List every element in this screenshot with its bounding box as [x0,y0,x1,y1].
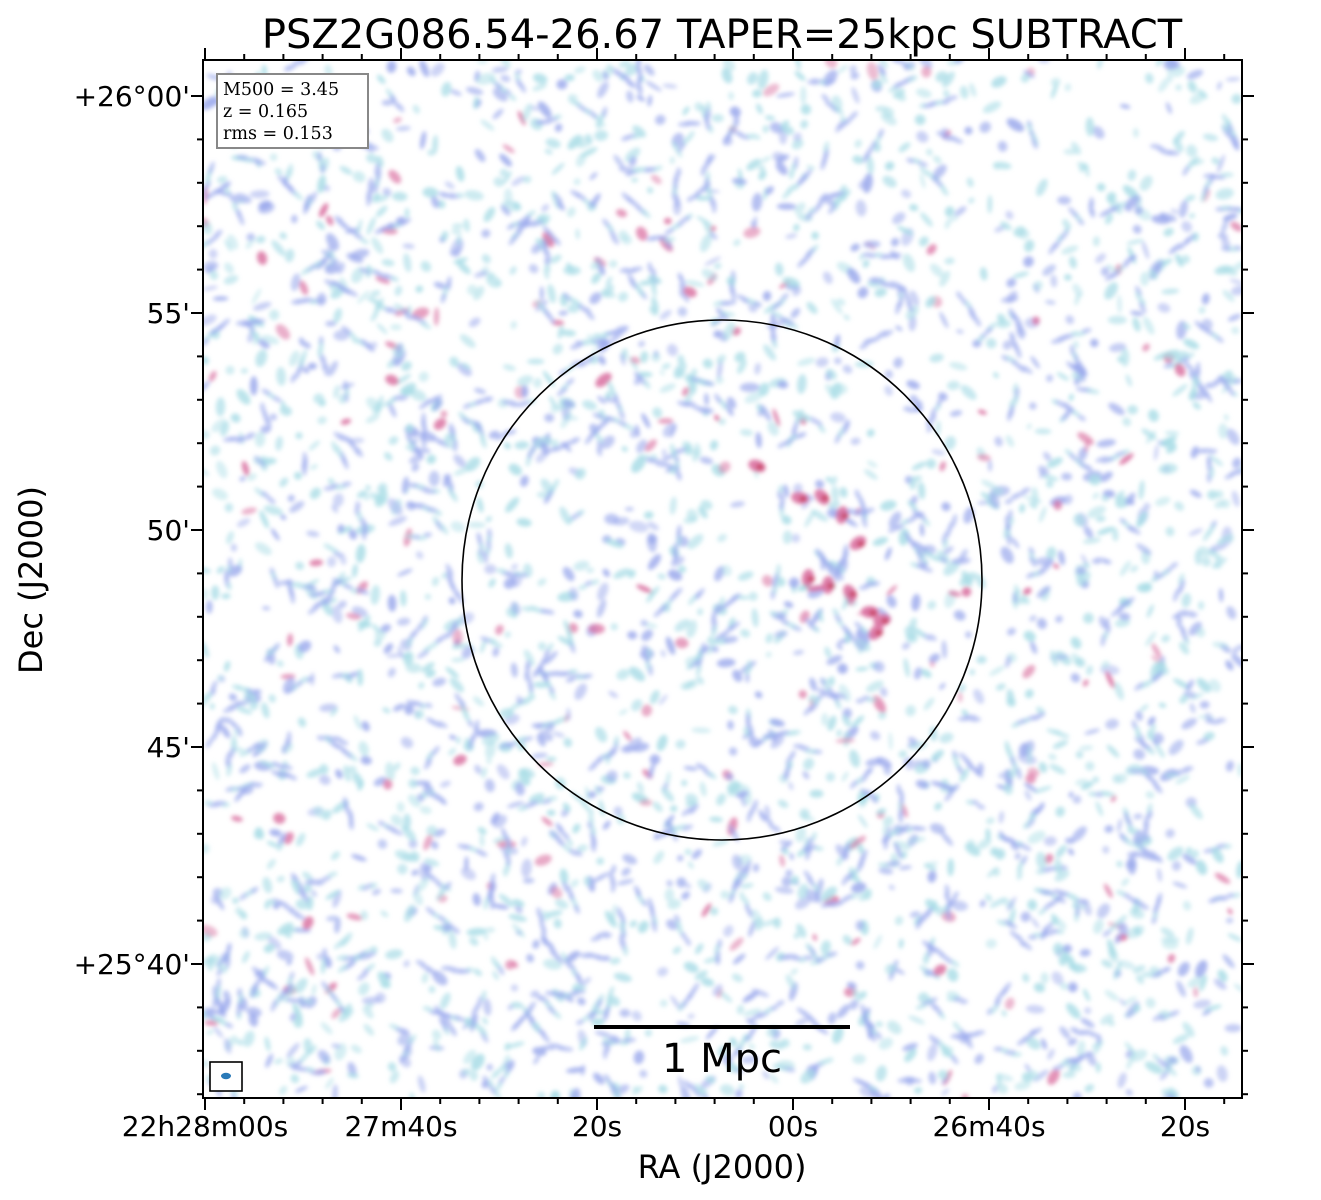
info-redshift: z = 0.165 [223,102,308,122]
figure-title: PSZ2G086.54-26.67 TAPER=25kpc SUBTRACT [262,12,1183,58]
x-tick-label: 00s [768,1110,818,1143]
x-tick-label: 20s [1160,1110,1210,1143]
scale-bar: 1 Mpc [594,1025,850,1082]
y-tick-label: 50' [147,514,190,547]
x-tick-label: 27m40s [344,1110,457,1143]
beam-indicator [209,1061,243,1092]
info-rms: rms = 0.153 [223,124,333,144]
plot-frame [202,59,1243,1099]
info-mass: M500 = 3.45 [223,80,339,100]
y-tick-label: +26°00' [74,80,190,113]
radio-emission-image [203,60,1242,1098]
r500-circle [461,319,983,841]
y-tick-label: 55' [147,297,190,330]
x-axis-label: RA (J2000) [638,1148,807,1186]
beam-ellipse [221,1072,231,1080]
y-axis-label: Dec (J2000) [12,486,50,674]
scale-bar-label: 1 Mpc [662,1036,782,1082]
y-tick-label: +25°40' [74,948,190,981]
x-tick-label: 22h28m00s [122,1110,289,1143]
x-tick-label: 20s [572,1110,622,1143]
info-box: M500 = 3.45 z = 0.165 rms = 0.153 [216,73,369,149]
axis-ticks [191,48,1254,1110]
y-tick-label: 45' [147,731,190,764]
x-tick-label: 26m40s [932,1110,1045,1143]
